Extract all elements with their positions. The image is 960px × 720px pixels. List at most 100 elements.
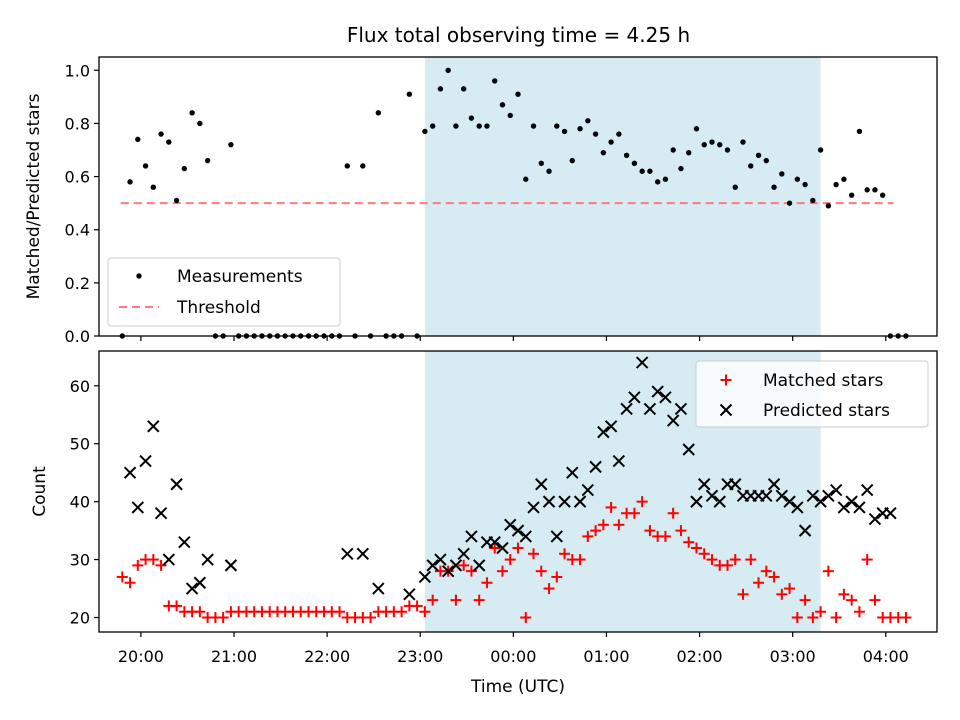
- cross-stroke: [162, 553, 176, 566]
- measurement-point: [422, 128, 428, 135]
- cross-stroke: [224, 559, 238, 572]
- cross-stroke: [775, 489, 789, 503]
- predicted-star-point: [868, 512, 882, 526]
- matched-star-point: [365, 612, 377, 624]
- measurement-point: [561, 128, 568, 135]
- measurement-point: [779, 171, 785, 177]
- bottom-y-tick-label: 30: [70, 551, 90, 570]
- bottom-y-tick-label: 50: [70, 435, 90, 454]
- predicted-star-point: [154, 507, 168, 520]
- x-tick-label: 02:00: [677, 647, 723, 666]
- predicted-star-point: [472, 559, 486, 572]
- measurement-point: [717, 141, 723, 148]
- measurement-point: [686, 149, 692, 156]
- predicted-star-point: [123, 466, 137, 479]
- cross-stroke: [659, 391, 672, 404]
- predicted-star-point: [449, 559, 463, 572]
- matched-star-point: [147, 554, 159, 566]
- cross-stroke: [690, 495, 703, 508]
- predicted-star-point: [666, 414, 680, 427]
- predicted-star-point: [170, 478, 183, 491]
- matched-star-point: [900, 612, 912, 624]
- predicted-star-point: [581, 483, 595, 497]
- matched-star-point: [489, 542, 501, 554]
- matched-star-point: [628, 507, 640, 519]
- cross-stroke: [147, 420, 160, 433]
- predicted-star-point: [713, 495, 726, 508]
- x-tick-label: 21:00: [211, 647, 257, 666]
- measurement-point: [724, 147, 731, 153]
- measurement-point: [492, 78, 498, 84]
- matched-star-point: [706, 554, 718, 566]
- predicted-star-point: [441, 564, 455, 578]
- measurement-point: [616, 131, 622, 137]
- matched-star-point: [644, 525, 656, 537]
- cross-stroke: [403, 588, 416, 601]
- measurement-point: [879, 192, 886, 198]
- predicted-star-point: [814, 495, 827, 508]
- predicted-star-point: [550, 530, 564, 543]
- cross-stroke: [612, 454, 626, 468]
- measurement-point: [538, 160, 544, 166]
- x-tick-label: 01:00: [583, 647, 629, 666]
- cross-stroke: [814, 495, 827, 508]
- predicted-star-point: [760, 489, 773, 503]
- measurement-point: [344, 163, 350, 169]
- predicted-star-point: [372, 582, 385, 595]
- matched-star-point: [504, 554, 516, 566]
- measurement-point: [142, 163, 149, 169]
- measurement-point: [460, 86, 467, 92]
- cross-stroke: [457, 547, 470, 560]
- matched-star-point: [419, 606, 431, 618]
- cross-stroke: [829, 483, 843, 497]
- cross-stroke: [496, 541, 509, 555]
- predicted-star-point: [884, 507, 897, 520]
- cross-stroke: [372, 582, 385, 595]
- cross-stroke: [488, 535, 501, 549]
- cross-stroke: [628, 391, 641, 404]
- cross-stroke: [713, 495, 726, 508]
- measurement-point: [748, 163, 754, 169]
- predicted-star-point: [573, 495, 587, 508]
- cross-stroke: [806, 489, 820, 503]
- bottom-panel: 20 30 40 50 60 20:00 21:00 22:00 23:00 00:00 01:0…: [30, 350, 938, 697]
- top-y-axis-label: Matched/Predicted stars: [24, 93, 44, 299]
- cross-stroke: [472, 559, 486, 572]
- predicted-star-point: [185, 582, 199, 595]
- predicted-star-point: [860, 483, 874, 497]
- matched-star-point: [807, 612, 819, 624]
- x-tick-label: 22:00: [304, 647, 350, 666]
- cross-stroke: [682, 443, 695, 456]
- predicted-star-point: [558, 495, 571, 508]
- matched-star-point: [799, 594, 811, 606]
- measurement-point: [794, 176, 801, 182]
- x-axis-label: Time (UTC): [470, 677, 565, 697]
- cross-stroke: [705, 489, 719, 503]
- predicted-star-point: [426, 559, 439, 572]
- measurement-point: [445, 67, 451, 73]
- predicted-star-point: [147, 420, 160, 433]
- measurement-point: [810, 197, 816, 204]
- matched-star-point: [450, 594, 462, 606]
- x-tick-label: 20:00: [118, 647, 164, 666]
- cross-stroke: [356, 547, 370, 560]
- matched-star-point: [861, 554, 873, 566]
- cross-stroke: [131, 501, 145, 514]
- bottom-axes-frame: [98, 350, 938, 633]
- predicted-star-point: [542, 495, 556, 508]
- predicted-star-point: [853, 501, 866, 514]
- matched-star-point: [853, 606, 865, 618]
- bottom-x-ticks: 20:00 21:00 22:00 23:00 00:00 01:00 02:00 03:00…: [118, 632, 909, 666]
- measurement-point: [406, 91, 413, 97]
- cross-stroke: [558, 495, 571, 508]
- matched-star-point: [791, 612, 803, 624]
- top-y-tick-label: 0.4: [65, 221, 90, 240]
- measurement-point: [740, 139, 746, 145]
- measurement-point: [453, 123, 459, 129]
- measurement-point: [577, 126, 583, 132]
- measurement-point: [755, 152, 762, 159]
- cross-stroke: [860, 483, 874, 497]
- measurement-point: [771, 184, 777, 190]
- legend-label-measurements: Measurements: [177, 267, 303, 287]
- measurement-point: [360, 163, 366, 169]
